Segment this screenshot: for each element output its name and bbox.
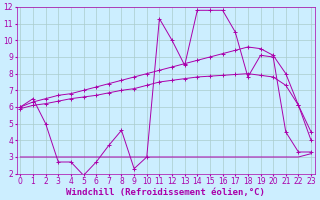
X-axis label: Windchill (Refroidissement éolien,°C): Windchill (Refroidissement éolien,°C) — [66, 188, 265, 197]
